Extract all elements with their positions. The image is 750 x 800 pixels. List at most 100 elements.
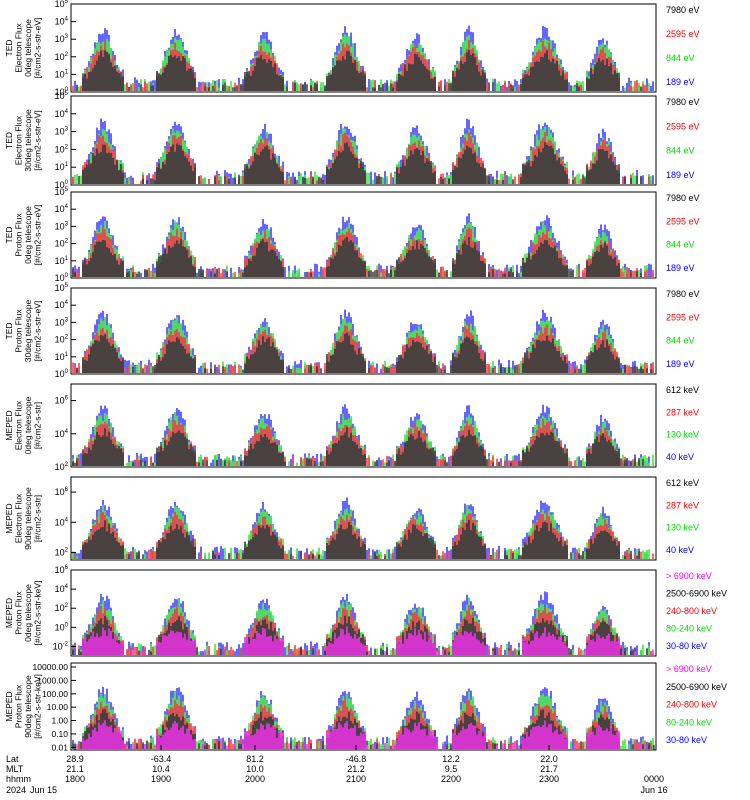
panel-ylabel: TEDProton Flux30deg telescope[#/cm2-s-st… bbox=[4, 300, 43, 363]
y-tick-label: 105 bbox=[55, 91, 69, 101]
y-tick-label: 105 bbox=[55, 187, 69, 197]
y-tick-label: 10.00 bbox=[47, 702, 69, 712]
y-tick-label: 10000.00 bbox=[33, 662, 69, 672]
series-blue-trace bbox=[74, 25, 654, 91]
y-tick-label: 100 bbox=[55, 622, 69, 632]
legend-entry: 2500-6900 keV bbox=[666, 682, 727, 692]
x-tick-label: 2100 bbox=[346, 774, 366, 784]
series-magenta-trace bbox=[76, 720, 642, 749]
legend-entry: 189 eV bbox=[666, 77, 695, 87]
series-blue-trace bbox=[72, 591, 652, 655]
x-row-label: 2024 bbox=[6, 785, 26, 795]
y-tick-label: 104 bbox=[55, 584, 69, 594]
x-tick-label: 28.9 bbox=[66, 754, 84, 764]
legend-entry: 2595 eV bbox=[666, 121, 700, 131]
x-tick-label: 22.0 bbox=[540, 754, 558, 764]
panel-frame bbox=[70, 287, 657, 375]
legend-entry: 287 keV bbox=[666, 407, 699, 417]
panel-ylabel: TEDProton Flux0deg telescope[#/cm2-s-str… bbox=[4, 205, 43, 265]
series-blue-trace bbox=[74, 309, 654, 373]
y-tick-label: 100 bbox=[55, 273, 69, 283]
legend-entry: 612 keV bbox=[666, 478, 699, 488]
series-red-trace bbox=[72, 418, 640, 466]
panel-frame bbox=[70, 95, 657, 186]
legend-entry: 40 keV bbox=[666, 452, 694, 462]
panel-ted-e-0: 100 101 102 103 104 105 TEDElectron Flux0deg t… bbox=[4, 0, 700, 97]
y-tick-label: 102 bbox=[55, 144, 69, 154]
y-tick-label: 102 bbox=[55, 52, 69, 62]
series-black-trace bbox=[82, 519, 640, 559]
y-tick-label: 101 bbox=[55, 162, 69, 172]
x-tick-label: 81.2 bbox=[246, 754, 264, 764]
legend-entry: 2500-6900 keV bbox=[666, 589, 727, 599]
legend-entry: 189 eV bbox=[666, 359, 695, 369]
panel-meped-e-0: 102 104 106 MEPEDElectron Flux0deg telescop… bbox=[4, 383, 699, 472]
legend-entry: 612 keV bbox=[666, 385, 699, 395]
legend-entry: 189 eV bbox=[666, 263, 695, 273]
y-tick-label: 102 bbox=[55, 335, 69, 345]
y-tick-label: 100.00 bbox=[42, 689, 68, 699]
x-row-label: hhmm bbox=[6, 774, 31, 784]
legend-entry: > 6900 keV bbox=[666, 571, 712, 581]
legend-entry: 2595 eV bbox=[666, 29, 700, 39]
panel-frame bbox=[70, 383, 657, 468]
y-tick-label: 101 bbox=[55, 69, 69, 79]
legend-entry: 7980 eV bbox=[666, 97, 700, 107]
panel-frame bbox=[70, 191, 657, 279]
series-red-trace bbox=[74, 511, 654, 559]
panel-ylabel: MEPEDProton Flux90deg telescope[#/cm2-s-… bbox=[4, 674, 43, 739]
panel-frame bbox=[70, 662, 657, 751]
y-tick-label: 1000.00 bbox=[37, 675, 68, 685]
series-black-trace bbox=[76, 50, 642, 91]
panel-frame bbox=[70, 476, 657, 561]
legend-entry: 287 keV bbox=[666, 500, 699, 510]
y-tick-label: 104 bbox=[55, 17, 69, 27]
x-row-label: MLT bbox=[6, 764, 24, 774]
y-tick-label: 104 bbox=[55, 429, 69, 439]
series-magenta-trace bbox=[82, 626, 654, 655]
y-tick-label: 102 bbox=[55, 603, 69, 613]
y-tick-label: 104 bbox=[55, 517, 69, 527]
y-tick-label: 102 bbox=[55, 239, 69, 249]
y-tick-label: 101 bbox=[55, 352, 69, 362]
y-tick-label: 100 bbox=[55, 87, 69, 97]
y-tick-label: 105 bbox=[55, 283, 69, 293]
panel-ylabel: MEPEDElectron Flux90deg telescope[#/cm2-… bbox=[4, 487, 43, 550]
y-tick-label: 106 bbox=[55, 487, 69, 497]
x-row-label: Lat bbox=[6, 754, 19, 764]
y-tick-label: 102 bbox=[55, 462, 69, 472]
y-tick-label: 100 bbox=[55, 180, 69, 190]
series-black-trace bbox=[72, 237, 642, 277]
legend-entry: 844 eV bbox=[666, 146, 695, 156]
y-tick-label: 102 bbox=[55, 547, 69, 557]
panel-meped-p-0: 10-2 100 102 104 106 MEPEDProton Flux0deg tel… bbox=[4, 565, 727, 657]
legend-entry: 130 keV bbox=[666, 430, 699, 440]
y-tick-label: 104 bbox=[55, 204, 69, 214]
panel-ylabel: MEPEDElectron Flux0deg telescope[#/cm2-s… bbox=[4, 396, 43, 454]
x-tick-label: 21.2 bbox=[347, 764, 365, 774]
panel-ylabel: TEDElectron Flux30deg telescope[#/cm2-s-… bbox=[4, 109, 43, 172]
legend-entry: 240-800 keV bbox=[666, 606, 717, 616]
legend-entry: 2595 eV bbox=[666, 216, 700, 226]
legend-entry: 40 keV bbox=[666, 545, 694, 555]
x-tick-label: 10.4 bbox=[152, 764, 170, 774]
legend-entry: > 6900 keV bbox=[666, 664, 712, 674]
panel-frame bbox=[70, 569, 657, 657]
y-tick-label: 104 bbox=[55, 109, 69, 119]
legend-entry: 844 eV bbox=[666, 240, 695, 250]
y-tick-label: 100 bbox=[55, 369, 69, 379]
panel-frame bbox=[70, 3, 657, 93]
legend-entry: 844 eV bbox=[666, 53, 695, 63]
panel-ted-e-30: 100 101 102 103 104 105 TEDElectron Flux30deg … bbox=[4, 91, 700, 190]
y-tick-label: 103 bbox=[55, 221, 69, 231]
series-black-trace bbox=[76, 332, 652, 373]
series-red-trace bbox=[74, 227, 654, 277]
x-tick-label: Jun 16 bbox=[640, 785, 667, 795]
y-tick-label: 103 bbox=[55, 34, 69, 44]
panel-ted-p-30: 100 101 102 103 104 105 TEDProton Flux30deg te… bbox=[4, 283, 700, 379]
legend-entry: 30-80 keV bbox=[666, 641, 707, 651]
legend-entry: 7980 eV bbox=[666, 193, 700, 203]
panel-ylabel: MEPEDProton Flux0deg telescope[#/cm2-s-s… bbox=[4, 581, 43, 646]
